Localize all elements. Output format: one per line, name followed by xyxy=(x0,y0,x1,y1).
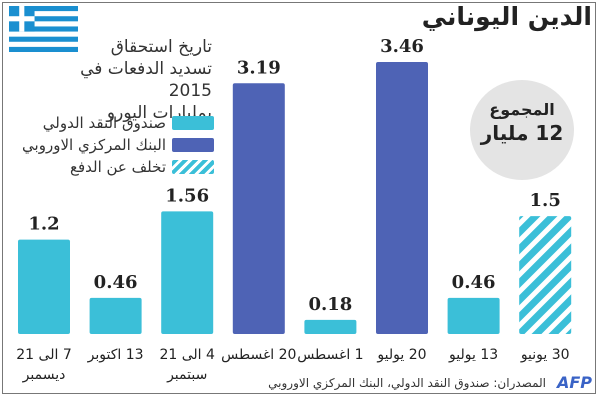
legend-swatch xyxy=(172,160,214,174)
total-label: المجموع xyxy=(489,100,555,119)
source-note: المصدران: صندوق النقد الدولي، البنك المر… xyxy=(268,376,546,390)
afp-logo: AFP xyxy=(556,373,592,392)
bar-imf xyxy=(161,211,214,334)
x-tick-label: ديسمبر xyxy=(22,367,66,383)
legend-swatch xyxy=(172,138,214,152)
bar-imf xyxy=(89,297,142,334)
legend-swatch xyxy=(172,116,214,130)
greece-flag-icon xyxy=(9,6,78,52)
bar-imf xyxy=(304,319,357,334)
bar-ecb xyxy=(376,62,428,334)
bar-value-label: 1.56 xyxy=(165,185,209,206)
x-tick-label: 20 اغسطس xyxy=(221,347,296,363)
x-tick-label: 30 يونيو xyxy=(520,347,570,363)
subtitle-line: تاريخ استحقاق xyxy=(110,37,212,57)
chart-title: الدين اليوناني xyxy=(421,2,592,31)
legend: صندوق النقد الدولي البنك المركزي الاوروب… xyxy=(6,112,214,178)
bar-value-label: 1.5 xyxy=(530,190,561,211)
bar-value-label: 3.46 xyxy=(380,36,424,57)
x-tick-label: 20 يوليو xyxy=(376,347,426,363)
bar-default xyxy=(519,216,572,334)
bar-imf xyxy=(18,239,70,334)
x-tick-label: سبتمبر xyxy=(166,367,207,383)
frame xyxy=(2,2,596,394)
subtitle-line: تسديد الدفعات في 2015 xyxy=(80,59,212,101)
x-tick-label: 7 الى 21 xyxy=(16,347,71,363)
x-tick-label: 13 يوليو xyxy=(448,347,498,363)
legend-item-ecb: البنك المركزي الاوروبي xyxy=(6,134,214,156)
total-value: 12 مليار xyxy=(480,121,564,145)
total-badge: المجموع 12 مليار xyxy=(470,80,574,180)
x-tick-label: 13 اكتوبر xyxy=(87,347,144,363)
bar-ecb xyxy=(232,83,285,335)
x-tick-label: 4 الى 21 xyxy=(159,347,215,363)
legend-label: تخلف عن الدفع xyxy=(69,158,166,176)
bar-value-label: 0.46 xyxy=(452,272,496,293)
legend-label: البنك المركزي الاوروبي xyxy=(22,136,166,154)
bar-value-label: 0.18 xyxy=(308,294,352,315)
chart-subtitle: تاريخ استحقاق تسديد الدفعات في 2015 بملي… xyxy=(40,36,212,124)
bar-value-label: 3.19 xyxy=(237,57,281,78)
bar-value-label: 0.46 xyxy=(94,272,138,293)
legend-item-imf: صندوق النقد الدولي xyxy=(6,112,214,134)
bar-value-label: 1.2 xyxy=(28,214,59,235)
bar-imf xyxy=(447,297,500,334)
legend-item-default: تخلف عن الدفع xyxy=(6,156,214,178)
x-tick-label: 1 اغسطس xyxy=(297,347,363,363)
legend-label: صندوق النقد الدولي xyxy=(42,114,166,132)
